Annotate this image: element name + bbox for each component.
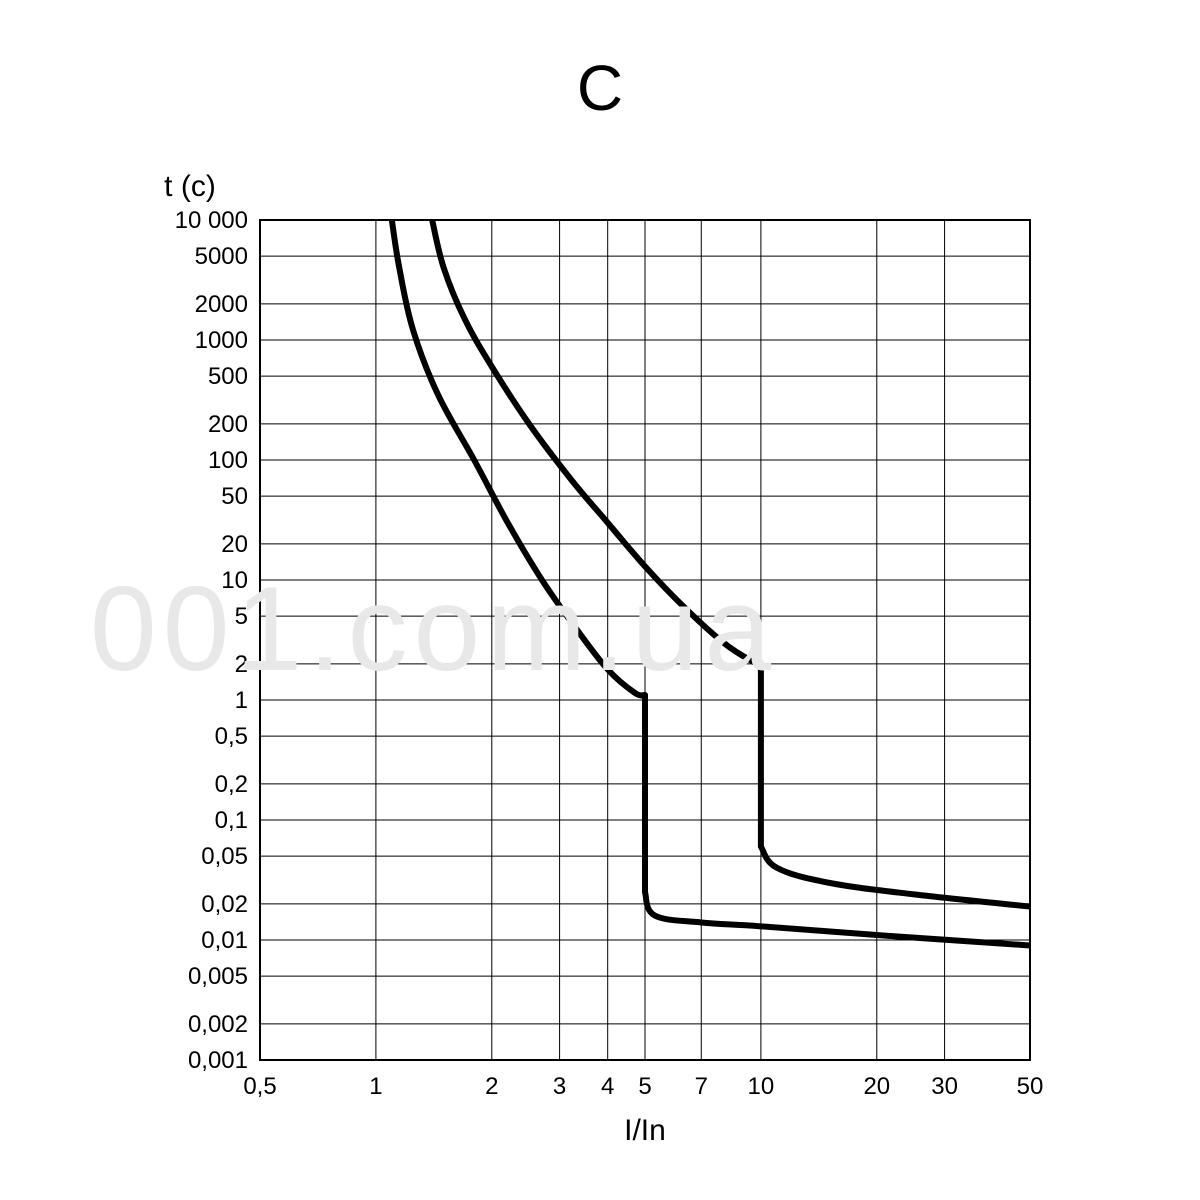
x-tick-label: 0,5 xyxy=(243,1073,276,1100)
y-tick-label: 10 000 xyxy=(175,207,248,234)
y-tick-label: 0,005 xyxy=(188,963,248,990)
y-axis-label: t (c) xyxy=(164,170,216,203)
x-tick-label: 1 xyxy=(369,1073,382,1100)
y-tick-label: 0,05 xyxy=(201,843,248,870)
y-tick-label: 0,01 xyxy=(201,927,248,954)
y-tick-label: 2000 xyxy=(195,291,248,318)
x-tick-label: 2 xyxy=(485,1073,498,1100)
y-tick-label: 20 xyxy=(221,531,248,558)
trip-curve-upper xyxy=(432,220,1030,907)
y-tick-label: 500 xyxy=(208,363,248,390)
trip-curve-lower xyxy=(392,220,1030,945)
x-tick-label: 5 xyxy=(638,1073,651,1100)
x-tick-label: 3 xyxy=(553,1073,566,1100)
y-tick-label: 0,2 xyxy=(215,771,248,798)
y-tick-label: 10 xyxy=(221,567,248,594)
x-tick-label: 10 xyxy=(748,1073,775,1100)
y-tick-label: 1 xyxy=(235,687,248,714)
trip-curve-chart: Ct (c)I/In0,51234571020305010 0005000200… xyxy=(0,0,1200,1200)
y-tick-label: 5 xyxy=(235,603,248,630)
y-tick-label: 5000 xyxy=(195,243,248,270)
y-tick-label: 0,001 xyxy=(188,1047,248,1074)
y-tick-label: 0,5 xyxy=(215,723,248,750)
x-tick-label: 20 xyxy=(863,1073,890,1100)
x-axis-label: I/In xyxy=(624,1114,666,1147)
x-tick-label: 30 xyxy=(931,1073,958,1100)
chart-title: C xyxy=(577,52,623,124)
y-tick-label: 1000 xyxy=(195,327,248,354)
y-tick-label: 0,1 xyxy=(215,807,248,834)
y-tick-label: 2 xyxy=(235,651,248,678)
y-tick-label: 200 xyxy=(208,411,248,438)
x-tick-label: 4 xyxy=(601,1073,614,1100)
x-tick-label: 50 xyxy=(1017,1073,1044,1100)
y-tick-label: 50 xyxy=(221,483,248,510)
y-tick-label: 0,02 xyxy=(201,891,248,918)
y-tick-label: 100 xyxy=(208,447,248,474)
x-tick-label: 7 xyxy=(695,1073,708,1100)
y-tick-label: 0,002 xyxy=(188,1011,248,1038)
